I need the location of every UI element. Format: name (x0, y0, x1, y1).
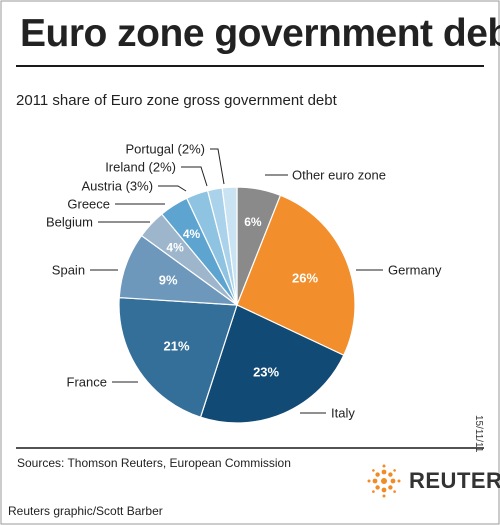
pie-slice-germany (236, 194, 356, 357)
slice-category-label: Belgium (46, 215, 93, 230)
slice-value-label: 6% (244, 215, 262, 229)
slice-category-label: Greece (67, 197, 110, 212)
slice-category-label: Spain (52, 263, 85, 278)
slice-value-label: 9% (159, 273, 178, 288)
slice-category-label: Portugal (2%) (126, 142, 205, 157)
callout-line (210, 148, 225, 185)
page-title: Euro zone government debt (20, 12, 500, 55)
graphic-credit: Reuters graphic/Scott Barber (8, 504, 163, 518)
slice-category-label: Other euro zone (292, 168, 386, 183)
slice-category-label: Ireland (2%) (105, 160, 176, 175)
sources-note: Sources: Thomson Reuters, European Commi… (17, 456, 291, 470)
pie-slice-italy (199, 304, 345, 424)
slice-category-label: France (67, 375, 107, 390)
slice-value-label: 4% (166, 240, 184, 254)
pie-slice-portugal-2 (221, 186, 238, 306)
reuters-logo: REUTERS (367, 464, 500, 498)
reuters-dots-icon (367, 464, 401, 498)
slice-category-label: Austria (3%) (82, 179, 154, 194)
slice-value-label: 4% (183, 227, 201, 241)
chart-subtitle: 2011 share of Euro zone gross government… (16, 92, 337, 109)
slice-category-label: Germany (388, 263, 442, 278)
date-stamp: 15/11/11 (473, 415, 484, 453)
slice-value-label: 23% (253, 365, 279, 380)
slice-value-label: 21% (163, 339, 189, 354)
slice-value-label: 26% (292, 271, 318, 286)
pie-slice-france (118, 296, 238, 418)
callout-line (158, 185, 187, 192)
callout-line (181, 166, 208, 187)
brand-name: REUTERS (409, 468, 500, 493)
slice-category-label: Italy (331, 406, 355, 421)
